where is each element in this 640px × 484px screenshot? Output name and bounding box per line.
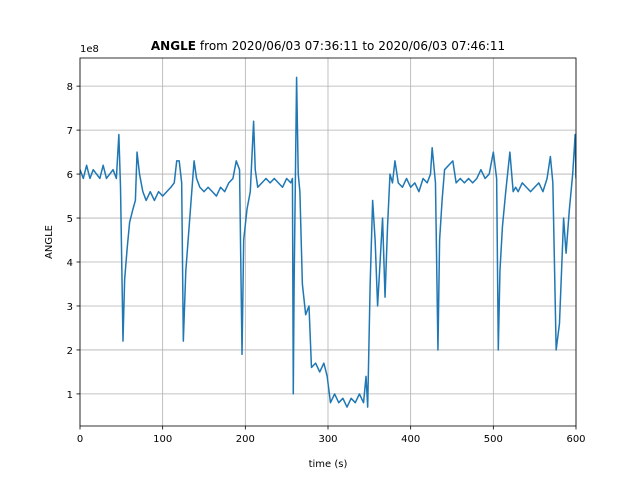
y-tick-label: 6 [67,170,73,181]
y-offset-label: 1e8 [80,44,99,55]
y-tick-label: 2 [67,346,73,357]
x-tick-label: 400 [401,434,420,445]
x-tick-label: 300 [318,434,337,445]
x-tick-label: 500 [484,434,503,445]
x-axis-label: time (s) [309,459,348,470]
y-tick-label: 8 [67,82,73,93]
plot-frame [79,57,577,427]
x-tick-label: 100 [153,434,172,445]
x-tick-label: 0 [77,434,83,445]
data-line [80,76,576,408]
title-bold: ANGLE [151,39,196,53]
x-tick-label: 200 [236,434,255,445]
y-axis-label: ANGLE [44,225,55,259]
chart-title: ANGLE from 2020/06/03 07:36:11 to 2020/06… [151,39,505,53]
y-tick-label: 3 [67,302,73,313]
x-tick-label: 600 [566,434,585,445]
y-tick-label: 4 [67,258,73,269]
y-tick-label: 1 [67,390,73,401]
title-suffix: from 2020/06/03 07:36:11 to 2020/06/03 0… [200,39,505,53]
y-tick-label: 7 [67,126,73,137]
y-tick-label: 5 [67,214,73,225]
